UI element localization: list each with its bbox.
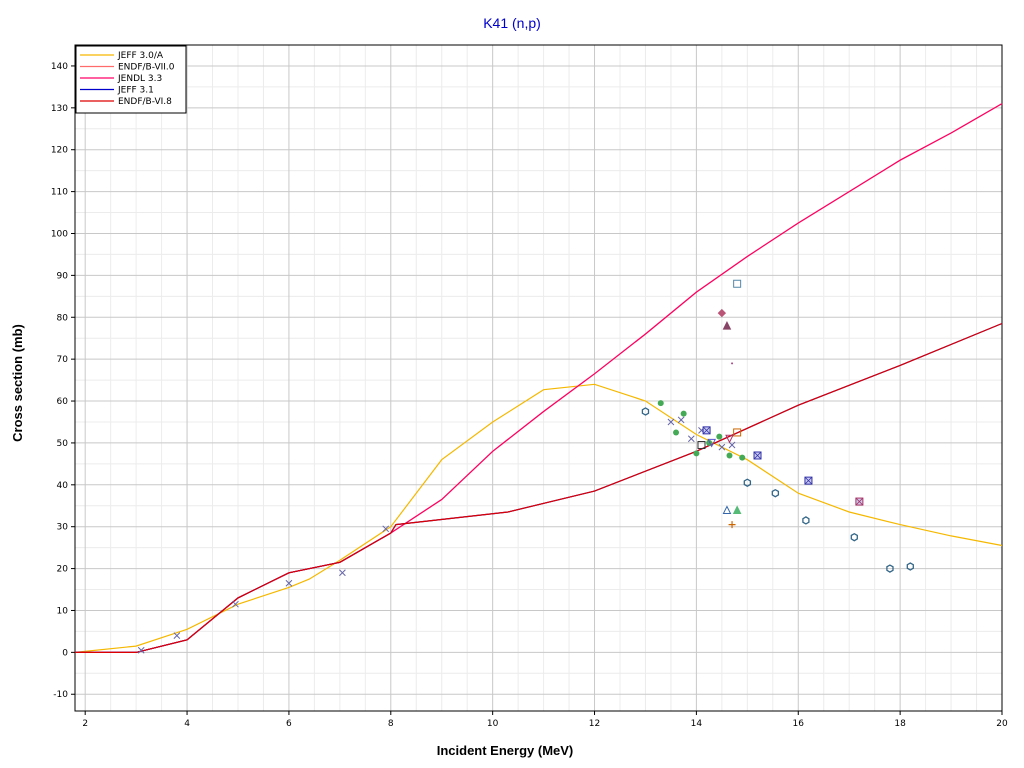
y-axis-label: Cross section (mb) — [10, 324, 25, 442]
data-point-hexagon — [743, 478, 752, 487]
y-tick-label: 40 — [57, 481, 69, 491]
y-tick-label: 120 — [51, 146, 68, 156]
data-point-dot — [673, 429, 680, 436]
data-point-hexagon — [906, 562, 914, 571]
y-tick-label: 110 — [51, 188, 68, 198]
data-point-triangle-down — [707, 438, 716, 448]
data-point-cross — [339, 569, 346, 577]
y-tick-label: 100 — [51, 229, 68, 239]
data-point-triangle — [732, 505, 742, 514]
data-point-hexagon — [886, 564, 894, 573]
plot-frame — [74, 44, 1003, 712]
x-tick-label: 12 — [589, 719, 600, 729]
x-tick-label: 20 — [996, 719, 1008, 729]
y-tick-label: 20 — [57, 565, 69, 575]
y-tick-label: 30 — [57, 523, 69, 533]
data-point-hexagon — [802, 516, 810, 525]
data-point-square — [697, 441, 706, 450]
x-tick-label: 18 — [894, 719, 906, 729]
data-point-dot — [731, 362, 734, 365]
data-point-dot — [726, 452, 733, 459]
legend-label: ENDF/B-VI.8 — [118, 97, 172, 107]
data-point-hexagon — [641, 407, 650, 416]
legend-label: JENDL 3.3 — [117, 74, 162, 84]
data-point-triangle — [722, 505, 732, 514]
data-point-cross — [232, 600, 239, 608]
grid — [75, 45, 1003, 711]
data-point-cross — [382, 525, 390, 533]
chart-title: K41 (n,p) — [483, 15, 541, 31]
y-tick-label: 140 — [51, 62, 68, 72]
data-point-cross — [667, 418, 675, 426]
x-tick-label: 4 — [184, 719, 190, 729]
data-point-box-x-mark — [855, 497, 864, 506]
axis-ticks: 2 4 6 8 10 12 14 16 18 20 -10 0 10 20 30 40 50 60 70 80 90 10… — [51, 62, 1008, 729]
data-point-cross — [137, 646, 145, 654]
legend-label: ENDF/B-VII.0 — [118, 63, 175, 73]
series-group — [74, 103, 1003, 654]
x-tick-label: 2 — [82, 719, 88, 729]
data-point-cross — [677, 416, 685, 424]
x-tick-label: 10 — [487, 719, 499, 729]
data-point-box-x-mark — [753, 451, 762, 460]
data-point-dot — [657, 400, 664, 407]
data-point-plus — [728, 521, 736, 529]
y-tick-label: -10 — [53, 690, 68, 700]
data-point-cross — [285, 579, 293, 587]
y-tick-label: 10 — [57, 606, 69, 616]
data-point-triangle-down — [725, 434, 734, 444]
data-point-square — [733, 428, 742, 437]
data-point-diamond — [717, 308, 727, 318]
y-tick-label: 70 — [57, 355, 69, 365]
legend-label: JEFF 3.1 — [117, 86, 154, 96]
data-point-cross — [173, 632, 181, 639]
series-line-5 — [75, 322, 1003, 654]
data-point-box-x-mark — [702, 426, 711, 435]
data-point-cross — [728, 441, 736, 449]
y-tick-label: 130 — [51, 104, 68, 114]
data-point-hexagon — [771, 488, 780, 498]
y-tick-label: 60 — [57, 397, 69, 407]
x-tick-label: 8 — [388, 719, 394, 729]
x-tick-label: 6 — [286, 719, 292, 729]
y-tick-label: 50 — [57, 439, 69, 449]
y-tick-label: 90 — [57, 271, 69, 281]
x-tick-label: 16 — [793, 719, 805, 729]
x-tick-label: 14 — [691, 719, 703, 729]
data-point-cross — [687, 435, 695, 443]
data-point-hexagon — [850, 532, 858, 542]
experimental-points — [137, 279, 914, 654]
data-point-cross — [718, 443, 726, 451]
legend-label: JEFF 3.0/A — [117, 51, 164, 61]
legend-box — [75, 45, 187, 114]
data-point-box-x-mark — [804, 476, 813, 485]
x-axis-label: Incident Energy (MeV) — [437, 743, 574, 758]
data-point-dot — [680, 410, 687, 417]
data-point-square — [733, 279, 742, 288]
y-tick-label: 80 — [57, 313, 69, 323]
data-point-dot — [693, 450, 700, 457]
data-point-dot — [739, 454, 746, 461]
data-point-dot — [716, 433, 723, 440]
y-tick-label: 0 — [62, 648, 68, 658]
data-point-triangle — [722, 321, 732, 330]
series-line-1 — [74, 383, 1003, 653]
